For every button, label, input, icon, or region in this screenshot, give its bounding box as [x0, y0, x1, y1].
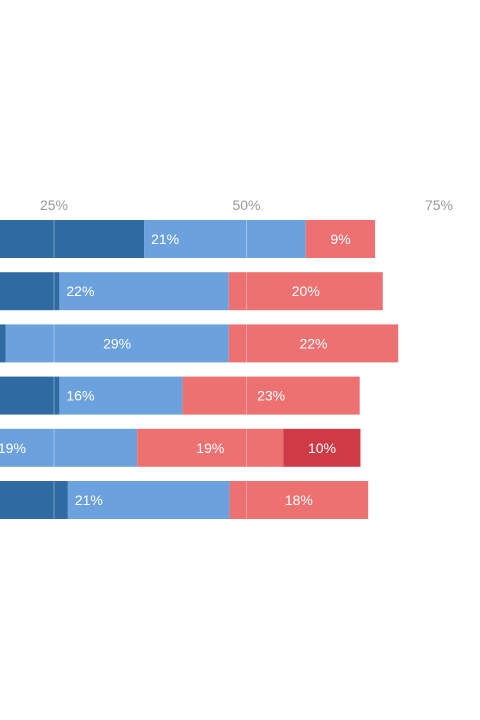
bar-value-label: 22% [299, 335, 327, 351]
bar-value-label: 10% [308, 440, 336, 456]
x-tick-label: 50% [232, 197, 260, 213]
bar-value-label: 21% [75, 492, 103, 508]
bar-segment [0, 481, 68, 519]
x-tick-label: 25% [40, 197, 68, 213]
bar-value-label: 22% [66, 283, 94, 299]
bar-segment [0, 376, 60, 415]
x-axis-tick-labels: 25% 50% 75% [40, 197, 453, 213]
x-tick-label: 75% [425, 197, 453, 213]
bar-segment [137, 428, 284, 467]
bar-value-label: 20% [292, 283, 320, 299]
bar-segment [0, 428, 138, 467]
bar-segment [59, 376, 183, 415]
bar-value-label: 23% [257, 388, 285, 404]
bar-segment [5, 324, 229, 363]
bar-value-label: 19% [196, 440, 224, 456]
bar-value-labels: 21% 9% 22% 20% 29% 22% 16% 23% 19% 19% 10% 21% 18% [0, 231, 351, 508]
bar-segment [144, 220, 306, 258]
bar-segment [283, 428, 361, 467]
bar-segment [182, 376, 360, 415]
gridlines [53, 218, 440, 520]
bar-value-label: 16% [66, 388, 94, 404]
bar-segment [0, 220, 145, 258]
bar-value-label: 18% [285, 492, 313, 508]
bar-segment [228, 272, 383, 311]
bar-rows [0, 220, 399, 519]
bar-value-label: 9% [330, 231, 350, 247]
bar-segment [229, 481, 369, 519]
bar-segment [0, 272, 60, 311]
bar-segment [305, 220, 376, 258]
bar-segment [0, 324, 6, 363]
bar-segment [228, 324, 399, 363]
bar-value-label: 19% [0, 440, 26, 456]
bar-segment [67, 481, 230, 519]
bar-segment [59, 272, 229, 311]
bar-value-label: 29% [103, 335, 131, 351]
bar-value-label: 21% [151, 231, 179, 247]
